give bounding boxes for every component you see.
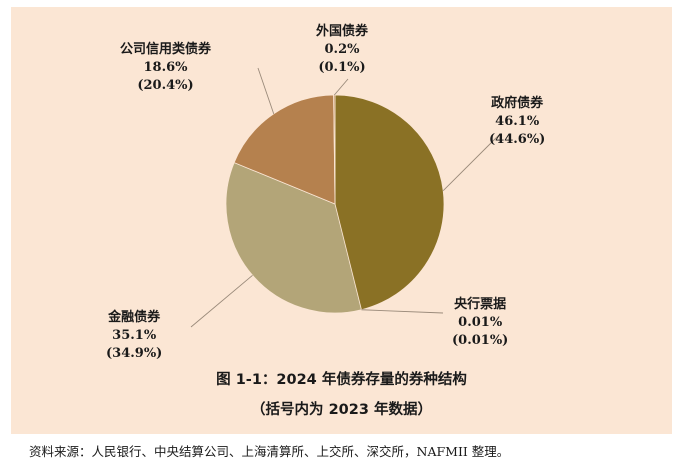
leader-line-financial-bonds (190, 274, 253, 328)
pie-slice-foreign-bonds (333, 94, 336, 205)
slice-name: 外国债券 (316, 24, 369, 39)
slice-value: 35.1% (112, 328, 157, 343)
leader-line-corporate-credit-bonds (257, 67, 275, 114)
label-corporate-credit-bonds: 公司信用类债券 18.6% (20.4%) (120, 41, 211, 95)
pie-chart (190, 67, 500, 328)
slice-prev-value: (34.9%) (106, 346, 163, 361)
slice-name: 政府债券 (491, 96, 544, 111)
slice-value: 18.6% (143, 60, 188, 75)
slice-name: 公司信用类债券 (120, 42, 212, 57)
label-central-bank-bills: 央行票据 0.01% (0.01%) (452, 296, 508, 350)
slice-name: 央行票据 (454, 297, 507, 312)
slice-value: 0.01% (458, 315, 503, 330)
label-foreign-bonds: 外国债券 0.2% (0.1%) (316, 23, 368, 77)
slice-prev-value: (20.4%) (137, 78, 194, 93)
chart-title: 图 1-1：2024 年债券存量的券种结构 (216, 372, 467, 388)
leader-line-foreign-bonds (333, 78, 349, 96)
slice-prev-value: (0.01%) (452, 333, 509, 348)
leader-line-central-bank-bills (361, 309, 444, 314)
pie-slice-corporate-credit-bonds (233, 94, 336, 205)
leader-line-government-bonds (442, 134, 500, 191)
slice-prev-value: (0.1%) (318, 60, 366, 75)
slice-value: 0.2% (324, 42, 360, 57)
slice-prev-value: (44.6%) (489, 132, 546, 147)
source-note: 资料来源：人民银行、中央结算公司、上海清算所、上交所、深交所，NAFMII 整理… (29, 444, 510, 459)
chart-figure: 政府债券 46.1% (44.6%) 央行票据 0.01% (0.01%) 金融… (11, 7, 672, 434)
slice-name: 金融债券 (108, 310, 161, 325)
label-financial-bonds: 金融债券 35.1% (34.9%) (106, 309, 162, 363)
pie-slice-government-bonds (334, 94, 445, 311)
chart-subtitle: （括号内为 2023 年数据） (251, 402, 432, 418)
slice-value: 46.1% (495, 114, 540, 129)
label-government-bonds: 政府债券 46.1% (44.6%) (489, 95, 545, 149)
